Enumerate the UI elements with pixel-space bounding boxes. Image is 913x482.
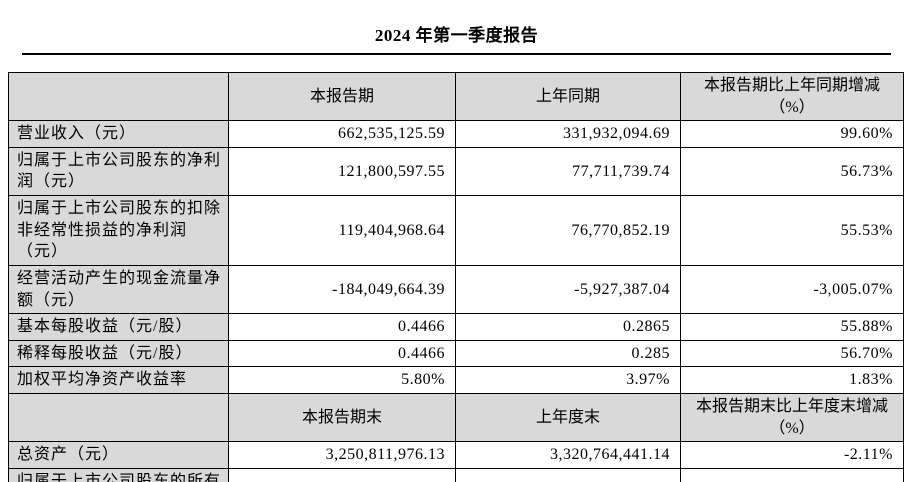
prior-period-cell: 77,711,739.74 xyxy=(455,146,681,196)
header-blank-cell xyxy=(8,71,229,122)
table-row: 归属于上市公司股东的净利润（元） 121,800,597.55 77,711,7… xyxy=(8,146,904,196)
table-row: 总资产（元） 3,250,811,976.13 3,320,764,441.14… xyxy=(8,441,904,469)
header-change-line2: （%） xyxy=(769,419,815,437)
title-divider-rule xyxy=(22,53,891,55)
row-label-cell: 归属于上市公司股东的净利润（元） xyxy=(8,146,229,196)
change-cell: -2.11% xyxy=(680,441,904,469)
prior-period-cell: 76,770,852.19 xyxy=(455,194,681,266)
header-blank-cell xyxy=(8,392,229,443)
header-change-percent-end: 本报告期末比上年度末增减 （%） xyxy=(680,392,904,443)
prior-period-cell: 2,039,281,003.59 xyxy=(455,467,681,482)
change-cell: -3,005.07% xyxy=(680,264,904,315)
row-label-cell: 加权平均净资产收益率 xyxy=(8,366,229,394)
header-change-line1: 本报告期末比上年度末增减 xyxy=(695,397,888,415)
current-period-cell: -184,049,664.39 xyxy=(228,264,456,315)
current-period-cell: 662,535,125.59 xyxy=(228,120,456,148)
current-period-cell: 2,159,559,590.10 xyxy=(228,467,456,482)
table-row: 加权平均净资产收益率 5.80% 3.97% 1.83% xyxy=(8,366,904,394)
row-label-cell: 稀释每股收益（元/股） xyxy=(8,339,229,368)
change-cell: 56.73% xyxy=(680,146,904,196)
current-period-cell: 121,800,597.55 xyxy=(228,146,456,196)
header-change-percent: 本报告期比上年同期增减 （%） xyxy=(680,71,904,122)
prior-period-cell: 331,932,094.69 xyxy=(455,120,681,148)
current-period-cell: 3,250,811,976.13 xyxy=(228,441,456,469)
row-label-cell: 归属于上市公司股东的所有者权益（元） xyxy=(8,467,229,482)
table-header-row-2: 本报告期末 上年度末 本报告期末比上年度末增减 （%） xyxy=(8,392,904,443)
header-current-period-end: 本报告期末 xyxy=(228,392,456,443)
header-prior-year-end: 上年度末 xyxy=(455,392,681,443)
header-prior-period: 上年同期 xyxy=(455,71,681,122)
row-label-cell: 基本每股收益（元/股） xyxy=(8,313,229,341)
current-period-cell: 0.4466 xyxy=(228,339,456,368)
change-cell: 99.60% xyxy=(680,120,904,148)
current-period-cell: 5.80% xyxy=(228,366,456,394)
table-header-row-1: 本报告期 上年同期 本报告期比上年同期增减 （%） xyxy=(8,71,904,122)
row-label-cell: 总资产（元） xyxy=(8,441,229,469)
table-row: 稀释每股收益（元/股） 0.4466 0.285 56.70% xyxy=(8,339,904,368)
table-row: 营业收入（元） 662,535,125.59 331,932,094.69 99… xyxy=(8,120,904,148)
header-current-period: 本报告期 xyxy=(228,71,456,122)
table-row: 归属于上市公司股东的扣除非经常性损益的净利润（元） 119,404,968.64… xyxy=(8,194,904,266)
table-row: 基本每股收益（元/股） 0.4466 0.2865 55.88% xyxy=(8,313,904,341)
change-cell: 55.88% xyxy=(680,313,904,341)
header-change-line1: 本报告期比上年同期增减 xyxy=(703,77,880,94)
row-label-cell: 归属于上市公司股东的扣除非经常性损益的净利润（元） xyxy=(8,194,229,266)
change-cell: 56.70% xyxy=(680,339,904,368)
prior-period-cell: 3,320,764,441.14 xyxy=(455,441,681,469)
table-row: 经营活动产生的现金流量净额（元） -184,049,664.39 -5,927,… xyxy=(8,264,904,315)
table-row: 归属于上市公司股东的所有者权益（元） 2,159,559,590.10 2,03… xyxy=(8,467,904,482)
current-period-cell: 0.4466 xyxy=(228,313,456,341)
report-title: 2024 年第一季度报告 xyxy=(374,26,539,45)
current-period-cell: 119,404,968.64 xyxy=(228,194,456,266)
prior-period-cell: 0.2865 xyxy=(455,313,681,341)
header-change-line2: （%） xyxy=(769,98,815,116)
change-cell: 5.90% xyxy=(680,467,904,482)
prior-period-cell: -5,927,387.04 xyxy=(455,264,681,315)
change-cell: 1.83% xyxy=(680,366,904,394)
row-label-cell: 经营活动产生的现金流量净额（元） xyxy=(8,264,229,315)
financial-summary-table: 本报告期 上年同期 本报告期比上年同期增减 （%） 营业收入（元） 662,53… xyxy=(8,71,904,482)
prior-period-cell: 3.97% xyxy=(455,366,681,394)
row-label-cell: 营业收入（元） xyxy=(8,120,229,148)
prior-period-cell: 0.285 xyxy=(455,339,681,368)
change-cell: 55.53% xyxy=(680,194,904,266)
